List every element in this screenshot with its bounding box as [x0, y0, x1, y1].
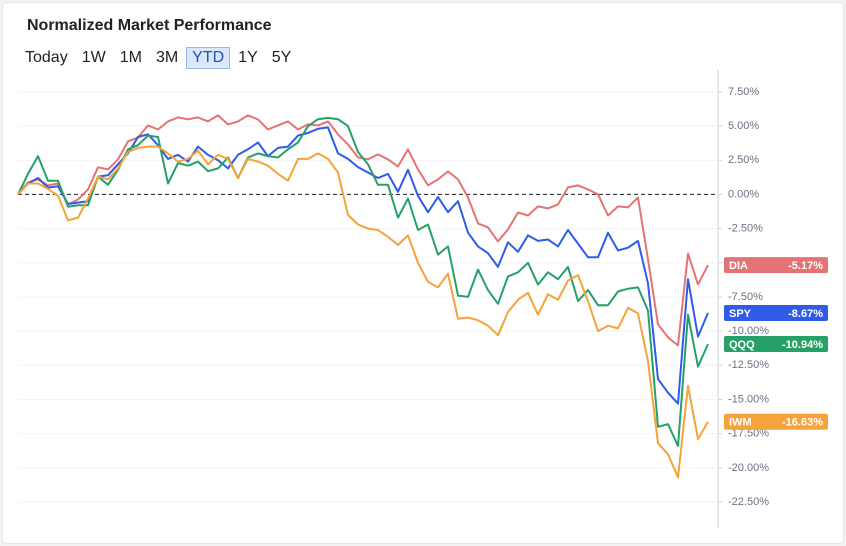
y-tick-label: -17.50%: [728, 428, 769, 440]
end-label-name: DIA: [729, 260, 748, 272]
range-tabs: Today 1W 1M 3M YTD 1Y 5Y: [19, 47, 297, 69]
y-tick-label: -7.50%: [728, 291, 763, 303]
y-tick-label: 7.50%: [728, 86, 759, 98]
y-tick-label: 0.00%: [728, 188, 759, 200]
end-label-box: [724, 413, 828, 430]
end-label-box: [724, 304, 828, 321]
end-label: IWM -16.63%: [724, 413, 828, 430]
end-label-value: -16.63%: [782, 417, 823, 429]
series-line: [17, 145, 709, 479]
chart-title: Normalized Market Performance: [27, 17, 272, 34]
y-tick-label: 2.50%: [728, 154, 759, 166]
range-tab[interactable]: 5Y: [266, 47, 298, 69]
y-tick-label: -22.50%: [728, 496, 769, 508]
range-tab[interactable]: 1M: [114, 47, 148, 69]
range-tab[interactable]: 1W: [76, 47, 112, 69]
series-line: [17, 116, 709, 447]
range-tab[interactable]: 3M: [150, 47, 184, 69]
range-tab[interactable]: YTD: [186, 47, 231, 69]
range-tab[interactable]: 1Y: [232, 47, 264, 69]
y-tick-label: -2.50%: [728, 222, 763, 234]
end-label-name: QQQ: [729, 339, 755, 351]
y-tick-label: -12.50%: [728, 359, 769, 371]
end-label: DIA -5.17%: [724, 257, 828, 274]
end-label-name: IWM: [729, 417, 752, 429]
end-label-box: [724, 335, 828, 352]
y-tick-label: -10.00%: [728, 325, 769, 337]
y-tick-label: 5.00%: [728, 120, 759, 132]
end-label-value: -10.94%: [782, 339, 823, 351]
end-label-value: -8.67%: [788, 308, 823, 320]
end-label-box: [724, 257, 828, 274]
end-label-name: SPY: [729, 308, 752, 320]
y-tick-label: -15.00%: [728, 393, 769, 405]
y-tick-label: -20.00%: [728, 462, 769, 474]
series-line: [17, 126, 709, 405]
end-label: QQQ -10.94%: [724, 335, 828, 352]
end-label: SPY -8.67%: [724, 304, 828, 321]
series-line: [17, 114, 709, 347]
end-label-value: -5.17%: [788, 260, 823, 272]
range-tab[interactable]: Today: [19, 47, 74, 69]
